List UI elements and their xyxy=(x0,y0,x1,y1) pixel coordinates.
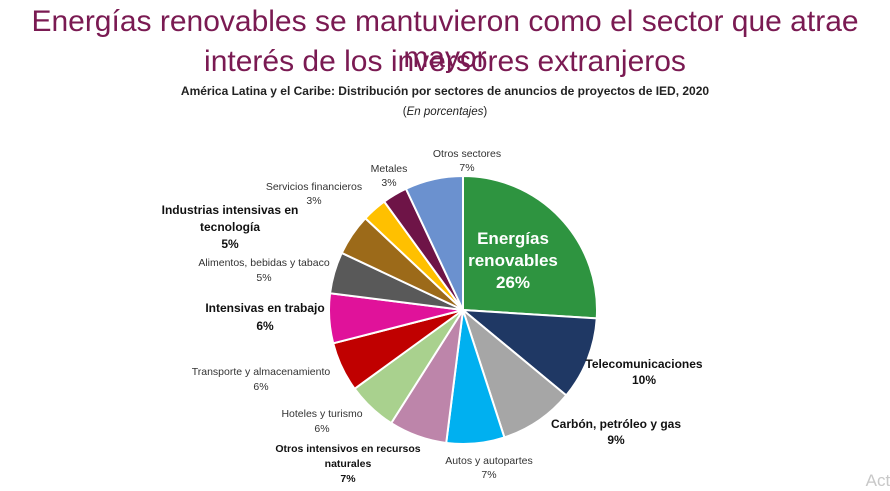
pie-category-label: Otros intensivos en recursos xyxy=(275,443,420,455)
pie-category-label: Intensivas en trabajo xyxy=(205,301,324,315)
pie-category-label: Transporte y almacenamiento xyxy=(192,366,331,378)
pie-label-otros-intensivos-en-recursos-naturales: Otros intensivos en recursos naturales 7% xyxy=(275,443,420,485)
pie-label-otros-sectores: Otros sectores 7% xyxy=(433,148,501,174)
units-open-paren: ( xyxy=(402,106,407,118)
pie-category-label: Metales xyxy=(371,163,408,175)
pie-category-label: Carbón, petróleo y gas xyxy=(551,417,681,431)
pie-label-industrias-intensivas-en-tecnologia: Industrias intensivas en tecnología 5% xyxy=(162,203,299,251)
pie-value-label: 3% xyxy=(306,195,321,207)
pie-value-label: 9% xyxy=(607,433,625,447)
pie-value-label: 5% xyxy=(221,237,239,251)
pie-category-label: Telecomunicaciones xyxy=(585,357,702,371)
pie-label-autos-y-autopartes: Autos y autopartes 7% xyxy=(445,455,533,481)
chart-units: (En porcentajes) xyxy=(0,106,890,118)
pie-category-label: tecnología xyxy=(200,220,260,234)
chart-title: América Latina y el Caribe: Distribución… xyxy=(180,84,710,98)
pie-category-label: Energías xyxy=(477,229,549,248)
pie-category-label: renovables xyxy=(468,251,558,270)
pie-label-servicios-financieros: Servicios financieros 3% xyxy=(266,181,362,207)
pie-label-telecomunicaciones: Telecomunicaciones 10% xyxy=(585,357,702,387)
pie-category-label: naturales xyxy=(325,458,372,470)
pie-category-label: Alimentos, bebidas y tabaco xyxy=(198,257,329,269)
pie-category-label: Industrias intensivas en xyxy=(162,203,299,217)
pie-category-label: Otros sectores xyxy=(433,148,501,160)
pie-slice-otros-sectores xyxy=(404,174,464,311)
watermark-text: Acti xyxy=(865,471,890,490)
pie-label-transporte-y-almacenamiento: Transporte y almacenamiento 6% xyxy=(192,366,331,393)
page-title-line-1: Energías renovables se mantuvieron como … xyxy=(31,5,859,74)
pie-value-label: 10% xyxy=(632,373,656,387)
pie-value-label: 6% xyxy=(314,423,329,435)
pie-value-label: 6% xyxy=(256,319,274,333)
pie-label-metales: Metales 3% xyxy=(371,163,408,189)
pie-value-label: 26% xyxy=(496,273,530,292)
units-label: En porcentajes xyxy=(406,106,484,118)
pie-slice-energias-renovables xyxy=(462,174,598,320)
pie-label-alimentos-bebidas-y-tabaco: Alimentos, bebidas y tabaco 5% xyxy=(198,257,329,284)
pie-value-label: 7% xyxy=(459,162,474,174)
pie-value-label: 7% xyxy=(481,469,496,481)
pie-label-energias-renovables: Energías renovables 26% xyxy=(468,229,558,292)
pie-label-intensivas-en-trabajo: Intensivas en trabajo 6% xyxy=(205,301,324,333)
pie-value-label: 5% xyxy=(256,272,271,284)
pie-value-label: 3% xyxy=(381,177,396,189)
pie-value-label: 7% xyxy=(340,473,356,485)
pie-value-label: 6% xyxy=(253,381,268,393)
units-close-paren: ) xyxy=(483,106,488,118)
pie-slice-telecomunicaciones xyxy=(459,308,598,397)
page-title-line-2: interés de los inversores extranjeros xyxy=(204,45,686,78)
pie-label-carbon-petroleo-y-gas: Carbón, petróleo y gas 9% xyxy=(551,417,681,447)
pie-label-hoteles-y-turismo: Hoteles y turismo 6% xyxy=(281,408,362,435)
pie-category-label: Autos y autopartes xyxy=(445,455,533,467)
pie-category-label: Hoteles y turismo xyxy=(281,408,362,420)
pie-category-label: Servicios financieros xyxy=(266,181,362,193)
